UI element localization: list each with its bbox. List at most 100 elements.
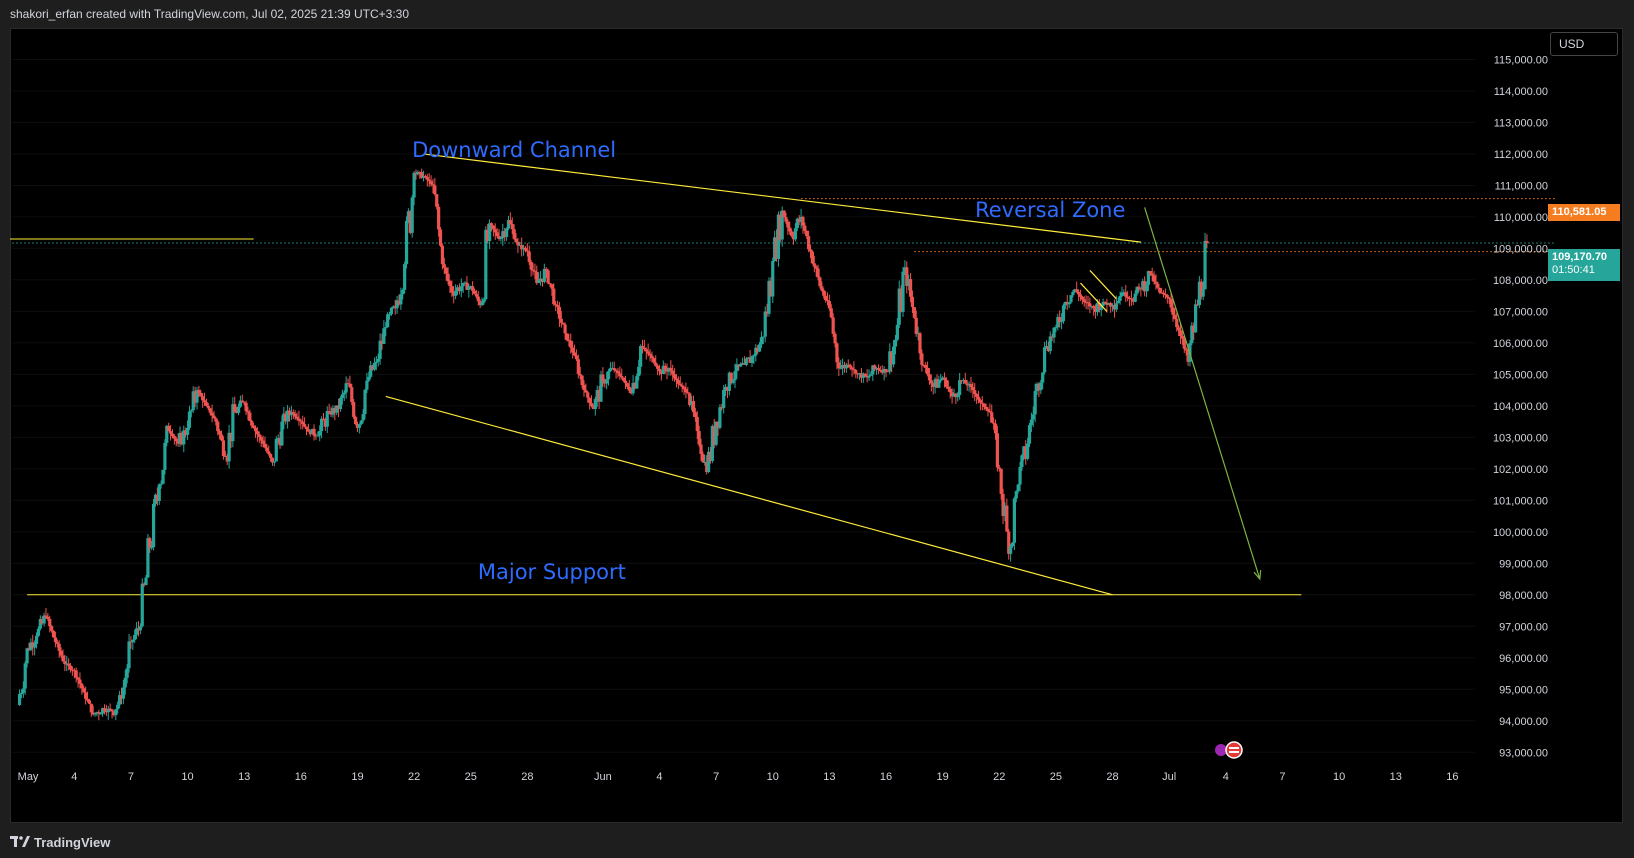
candle-body [871, 365, 875, 375]
candle-body [168, 431, 173, 434]
candle-body [301, 421, 305, 425]
candle-body [574, 355, 579, 360]
candle-body [331, 408, 335, 415]
candle-body [910, 296, 915, 308]
candle-body [727, 372, 731, 391]
candle-body [829, 308, 833, 318]
candle-body [138, 626, 142, 631]
time-tick-label: 7 [128, 771, 134, 783]
candle-body [1122, 292, 1126, 294]
time-tick-label: 25 [465, 771, 477, 783]
price-tick-label: 111,000.00 [1495, 180, 1548, 192]
candle-body [321, 418, 326, 421]
candle-body [76, 677, 80, 680]
candle-body [1052, 327, 1056, 338]
candle-body [380, 340, 384, 344]
candle-body [465, 282, 469, 290]
candle-body [1135, 286, 1139, 294]
candle-body [1069, 295, 1073, 303]
candle-body [295, 416, 299, 419]
us-flag-event-icon[interactable] [1225, 741, 1243, 759]
candle-body [763, 311, 767, 337]
projection-arrow [1144, 207, 1261, 580]
candle-body [537, 280, 541, 284]
candle-body [391, 306, 395, 308]
candle-body [931, 383, 935, 387]
candle-body [1016, 484, 1020, 492]
candle-body [880, 370, 884, 373]
candle-body [206, 405, 210, 409]
time-tick-label: 19 [937, 771, 949, 783]
candle-body [807, 236, 811, 250]
trendlines[interactable] [385, 153, 1262, 596]
candle-body [1109, 303, 1113, 307]
candle-body [1160, 292, 1164, 294]
candle-body [759, 337, 764, 345]
candle-body [480, 302, 484, 306]
candle-body [1178, 330, 1183, 337]
time-axis[interactable]: May 4 7 10 13 16 19 22 25 28 Jun 4 7 10 13 16 19 22 25 28 Ju… [18, 771, 1459, 783]
candle-body [723, 386, 728, 390]
event-markers[interactable] [1215, 741, 1243, 759]
candle-body [252, 425, 256, 428]
candle-body [218, 431, 222, 435]
time-tick-label: 4 [71, 771, 77, 783]
candle-body [1092, 305, 1096, 309]
candle-body [67, 663, 71, 666]
candle-body [706, 451, 711, 472]
candle-body [618, 373, 622, 376]
candle-body [346, 383, 350, 385]
candle-body [312, 428, 316, 436]
candle-body [608, 368, 613, 372]
candle-body [648, 353, 652, 356]
candle-body [1007, 531, 1011, 554]
candle-body [997, 467, 1001, 469]
candle-body [1095, 303, 1100, 313]
candle-body [340, 394, 344, 399]
trendline [1089, 270, 1117, 300]
candle-body [344, 383, 348, 393]
candle-body [253, 427, 258, 432]
candle-body [357, 424, 361, 428]
candle-body [1190, 325, 1194, 344]
candle-body [259, 437, 263, 441]
last-price-tag: 109,170.70 01:50:41 [1548, 249, 1620, 281]
chart-panel[interactable] [10, 28, 1623, 823]
candle-body [1152, 275, 1156, 282]
candle-body [225, 456, 229, 462]
candle-body [586, 392, 590, 398]
currency-selector[interactable]: USD [1550, 32, 1618, 56]
candle-body [672, 374, 677, 379]
horizontal-levels[interactable] [10, 198, 1555, 596]
candle-body [350, 387, 354, 403]
candle-body [153, 494, 158, 504]
dividends-event-icon[interactable] [1215, 744, 1227, 756]
time-tick-label: 19 [351, 771, 363, 783]
candle-body [482, 299, 486, 303]
candle-body [335, 405, 339, 413]
price-tick-label: 110,000.00 [1494, 212, 1548, 224]
candle-body [448, 281, 452, 287]
candle-body [1171, 307, 1175, 315]
candle-body [267, 451, 271, 454]
candle-body [559, 318, 563, 323]
candle-body [318, 431, 322, 436]
candle-body [363, 389, 367, 415]
candle-body [210, 412, 214, 416]
candle-body [555, 305, 560, 307]
candle-body [1158, 287, 1162, 293]
candle-body [925, 367, 930, 375]
candle-body [287, 410, 292, 416]
price-axis[interactable]: 93,000.00 94,000.00 95,000.00 96,000.00 97,0… [1493, 54, 1548, 759]
trendline [1080, 282, 1108, 312]
candle-body [133, 634, 137, 640]
candle-body [773, 237, 777, 262]
candle-body [310, 428, 314, 435]
candle-body [197, 390, 201, 393]
candle-body [1103, 301, 1107, 303]
candle-body [180, 432, 184, 445]
price-chart[interactable]: Downward Channel Reversal Zone Major Suppo… [10, 28, 1623, 823]
text-annotations[interactable]: Downward Channel Reversal Zone Major Suppo… [412, 138, 1125, 584]
candle-body [452, 292, 456, 296]
candle-body [599, 374, 603, 402]
